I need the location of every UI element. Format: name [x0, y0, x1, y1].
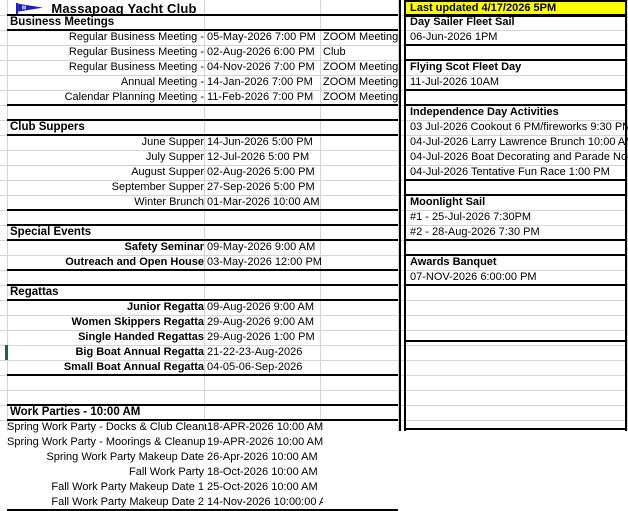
event-label[interactable]: Junior Regatta: [126, 301, 204, 313]
event-date[interactable]: 04-05-06-Sep-2026: [207, 361, 303, 373]
event-date[interactable]: 03-May-2026 12:00 PM: [207, 256, 322, 268]
section-heading: Business Meetings: [10, 16, 115, 28]
yacht-club-burgee-icon: M: [16, 3, 43, 15]
event-date[interactable]: 14-Nov-2026 10:00:00 AM: [207, 496, 323, 508]
event-date[interactable]: 29-Aug-2026 1:00 PM: [207, 331, 315, 343]
panel-section-heading: Moonlight Sail: [410, 196, 486, 208]
section-heading: Work Parties - 10:00 AM: [10, 406, 141, 418]
event-date[interactable]: 27-Sep-2026 5:00 PM: [207, 181, 315, 193]
panel-event-row[interactable]: #2 - 28-Aug-2026 7:30 PM: [410, 226, 540, 238]
panel-event-row[interactable]: #1 - 25-Jul-2026 7:30PM: [410, 211, 532, 223]
event-date[interactable]: 04-Nov-2026 7:00 PM: [207, 61, 315, 73]
panel-event-row[interactable]: 07-NOV-2026 6:00:00 PM: [410, 271, 537, 283]
event-date[interactable]: 12-Jul-2026 5:00 PM: [207, 151, 310, 163]
event-label[interactable]: Fall Work Party Makeup Date 1: [51, 481, 204, 493]
event-label[interactable]: Outreach and Open House: [65, 256, 204, 268]
panel-event-row[interactable]: 04-Jul-2026 Larry Lawrence Brunch 10:00 …: [410, 136, 628, 148]
panel-section-heading: Day Sailer Fleet Sail: [410, 16, 515, 28]
event-label[interactable]: Regular Business Meeting -: [68, 31, 204, 43]
event-label[interactable]: Fall Work Party Makeup Date 2: [51, 496, 204, 508]
event-date[interactable]: 18-APR-2026 10:00 AM: [207, 421, 323, 433]
event-label[interactable]: September Supper: [111, 181, 204, 193]
event-label[interactable]: Spring Work Party Makeup Date: [46, 451, 204, 463]
grid-vline: [7, 0, 8, 431]
event-location[interactable]: ZOOM Meeting: [323, 76, 399, 88]
event-date[interactable]: 14-Jun-2026 5:00 PM: [207, 136, 313, 148]
event-label[interactable]: Fall Work Party: [129, 466, 204, 478]
event-location[interactable]: ZOOM Meeting: [323, 31, 399, 43]
svg-text:M: M: [22, 6, 26, 12]
grid-vline: [320, 0, 321, 431]
event-location[interactable]: ZOOM Meeting: [323, 61, 399, 73]
event-date[interactable]: 14-Jan-2026 7:00 PM: [207, 76, 313, 88]
event-label[interactable]: August Supper: [131, 166, 204, 178]
event-date[interactable]: 09-May-2026 9:00 AM: [207, 241, 316, 253]
section-heading: Club Suppers: [10, 121, 85, 133]
page-title: Massapoag Yacht Club: [51, 1, 197, 16]
event-label[interactable]: Safety Seminar: [124, 241, 204, 253]
panel-event-row[interactable]: 06-Jun-2026 1PM: [410, 31, 498, 43]
event-date[interactable]: 21-22-23-Aug-2026: [207, 346, 303, 358]
event-location[interactable]: ZOOM Meeting: [323, 91, 399, 103]
event-date[interactable]: 26-Apr-2026 10:00 AM: [207, 451, 318, 463]
active-cell-marker: [5, 345, 8, 360]
event-date[interactable]: 19-APR-2026 10:00 AM: [207, 436, 323, 448]
panel-section-heading: Flying Scot Fleet Day: [410, 61, 522, 73]
event-date[interactable]: 02-Aug-2026 6:00 PM: [207, 46, 315, 58]
section-heading: Special Events: [10, 226, 92, 238]
event-label[interactable]: Regular Business Meeting -: [68, 46, 204, 58]
event-location[interactable]: Club: [323, 46, 346, 58]
event-date[interactable]: 02-Aug-2026 5:00 PM: [207, 166, 315, 178]
panel-event-row[interactable]: 03 Jul-2026 Cookout 6 PM/fireworks 9:30 …: [410, 121, 628, 133]
event-date[interactable]: 29-Aug-2026 9:00 AM: [207, 316, 315, 328]
panel-section-heading: Independence Day Activities: [410, 106, 559, 118]
event-date[interactable]: 09-Aug-2026 9:00 AM: [207, 301, 315, 313]
grid-vline: [204, 0, 205, 431]
panel-event-row[interactable]: 04-Jul-2026 Tentative Fun Race 1:00 PM: [410, 166, 610, 178]
event-label[interactable]: Small Boat Annual Regatta: [63, 361, 204, 373]
event-date[interactable]: 25-Oct-2026 10:00 AM: [207, 481, 318, 493]
status-banner: Last updated 4/17/2026 5PM: [406, 1, 628, 16]
event-label[interactable]: Big Boat Annual Regatta: [75, 346, 204, 358]
event-date[interactable]: 05-May-2026 7:00 PM: [207, 31, 316, 43]
event-label[interactable]: Regular Business Meeting -: [68, 61, 204, 73]
event-date[interactable]: 01-Mar-2026 10:00 AM: [207, 196, 320, 208]
event-label[interactable]: Spring Work Party - Docks & Club Cleanup: [7, 421, 207, 433]
event-label[interactable]: Women Skippers Regatta: [71, 316, 204, 328]
event-label[interactable]: June Supper: [141, 136, 204, 148]
panel-section-heading: Awards Banquet: [410, 256, 497, 268]
event-label[interactable]: Calendar Planning Meeting -: [64, 91, 204, 103]
event-label[interactable]: Winter Brunch: [134, 196, 204, 208]
grid-vline: [398, 0, 399, 431]
event-label[interactable]: Single Handed Regattas: [78, 331, 204, 343]
section-heading: Regattas: [10, 286, 59, 298]
event-label[interactable]: July Supper: [145, 151, 204, 163]
event-date[interactable]: 11-Feb-2026 7:00 PM: [207, 91, 314, 103]
panel-event-row[interactable]: 11-Jul-2026 10AM: [410, 76, 500, 88]
event-label[interactable]: Spring Work Party - Moorings & Cleanup: [7, 436, 206, 448]
event-label[interactable]: Annual Meeting -: [120, 76, 204, 88]
panel-event-row[interactable]: 04-Jul-2026 Boat Decorating and Parade N…: [410, 151, 628, 163]
event-date[interactable]: 18-Oct-2026 10:00 AM: [207, 466, 318, 478]
